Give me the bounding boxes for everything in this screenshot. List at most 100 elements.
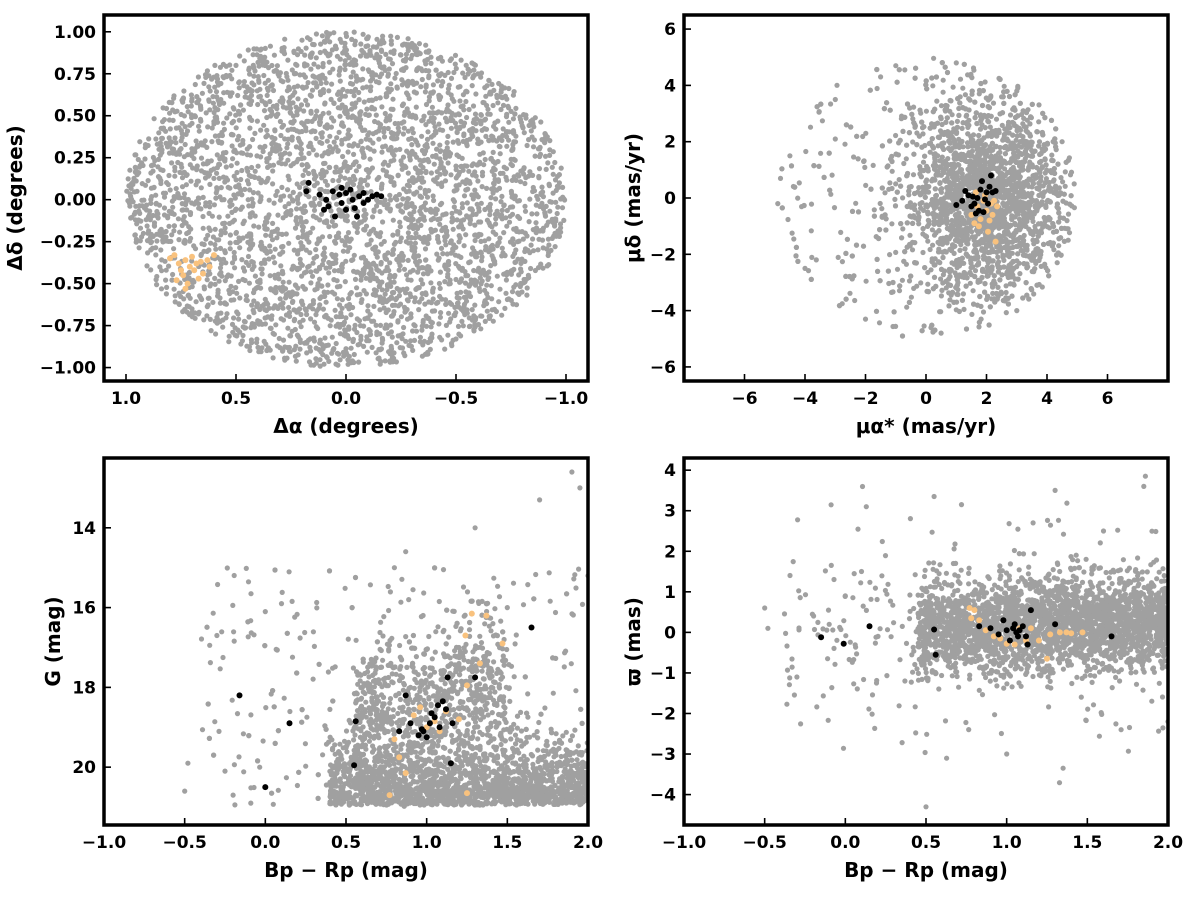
- field-star-point: [322, 100, 328, 106]
- field-star-point: [313, 31, 319, 37]
- field-star-point: [268, 83, 274, 89]
- field-star-point: [262, 321, 268, 327]
- field-star-point: [416, 41, 422, 47]
- field-star-point: [458, 254, 464, 260]
- field-star-point: [284, 355, 290, 361]
- field-star-point: [220, 324, 226, 330]
- field-star-point: [365, 174, 371, 180]
- field-star-point: [263, 102, 269, 108]
- field-star-point: [255, 74, 261, 80]
- field-star-point: [337, 210, 343, 216]
- field-star-point: [336, 314, 343, 320]
- field-star-point: [279, 231, 285, 237]
- field-star-point: [352, 276, 359, 282]
- field-star-point: [185, 196, 191, 203]
- field-star-point: [250, 259, 256, 266]
- field-star-point: [426, 68, 432, 74]
- field-star-point: [540, 206, 547, 212]
- field-star-point: [496, 143, 502, 149]
- field-star-point: [462, 163, 468, 169]
- field-star-point: [464, 294, 470, 300]
- field-star-point: [457, 210, 463, 216]
- field-star-point: [202, 138, 208, 144]
- field-star-point: [301, 122, 307, 128]
- field-star-point: [343, 350, 349, 356]
- field-star-point: [439, 110, 445, 116]
- field-star-point: [178, 128, 184, 134]
- field-star-point: [302, 74, 308, 80]
- field-star-point: [479, 184, 485, 190]
- field-star-point: [377, 125, 383, 131]
- field-star-point: [154, 273, 160, 280]
- field-star-point: [286, 84, 292, 90]
- field-star-point: [517, 179, 524, 185]
- field-star-point: [177, 229, 183, 235]
- field-star-point: [313, 247, 319, 253]
- field-star-point: [319, 33, 325, 39]
- field-star-point: [510, 116, 516, 122]
- field-star-point: [219, 129, 225, 136]
- field-star-point: [1003, 283, 1009, 289]
- field-star-point: [388, 158, 394, 164]
- field-star-point: [188, 226, 194, 232]
- field-star-point: [409, 216, 415, 222]
- field-star-point: [209, 139, 215, 145]
- field-star-point: [399, 250, 405, 256]
- field-star-point: [522, 230, 528, 236]
- field-star-point: [320, 306, 326, 312]
- field-star-point: [273, 113, 279, 119]
- field-star-point: [364, 182, 370, 188]
- field-star-point: [207, 181, 213, 187]
- field-star-point: [169, 209, 175, 215]
- field-star-point: [312, 116, 318, 122]
- field-star-point: [426, 315, 432, 321]
- field-star-point: [354, 329, 360, 336]
- field-star-point: [217, 245, 224, 251]
- field-star-point: [207, 271, 213, 277]
- group2-point: [191, 267, 198, 274]
- field-star-point: [461, 133, 467, 139]
- field-star-point: [217, 300, 223, 306]
- field-star-point: [425, 351, 431, 357]
- field-star-point: [436, 121, 442, 127]
- field-star-point: [438, 83, 444, 89]
- field-star-point: [982, 79, 988, 85]
- field-star-point: [158, 231, 164, 237]
- field-star-point: [478, 139, 484, 145]
- field-star-point: [350, 338, 356, 345]
- field-star-point: [166, 263, 172, 269]
- field-star-point: [418, 169, 424, 175]
- field-star-point: [178, 293, 184, 300]
- field-star-point: [539, 237, 546, 243]
- x-tick-label: −0.5: [434, 389, 478, 409]
- x-tick-label: −1.0: [544, 389, 589, 409]
- field-star-point: [346, 127, 352, 133]
- field-star-point: [540, 265, 546, 271]
- field-star-point: [358, 177, 364, 183]
- field-star-point: [337, 283, 343, 289]
- field-star-point: [235, 311, 241, 317]
- field-star-point: [457, 98, 463, 104]
- field-star-point: [317, 276, 323, 282]
- field-star-point: [188, 112, 194, 118]
- field-star-point: [323, 169, 329, 175]
- field-star-point: [144, 263, 150, 269]
- field-star-point: [353, 100, 359, 106]
- field-star-point: [533, 220, 539, 226]
- field-star-point: [240, 141, 246, 147]
- field-star-point: [190, 277, 196, 283]
- field-star-point: [469, 207, 475, 213]
- field-star-point: [483, 93, 489, 99]
- field-star-point: [467, 293, 474, 300]
- field-star-point: [286, 344, 292, 351]
- field-star-point: [310, 260, 316, 266]
- field-star-point: [145, 230, 151, 236]
- field-star-point: [510, 147, 516, 153]
- field-star-point: [412, 255, 418, 261]
- field-star-point: [169, 232, 175, 238]
- field-star-point: [131, 175, 137, 181]
- field-star-point: [383, 256, 390, 262]
- field-star-point: [261, 108, 268, 114]
- field-star-point: [280, 337, 287, 343]
- field-star-point: [356, 318, 363, 324]
